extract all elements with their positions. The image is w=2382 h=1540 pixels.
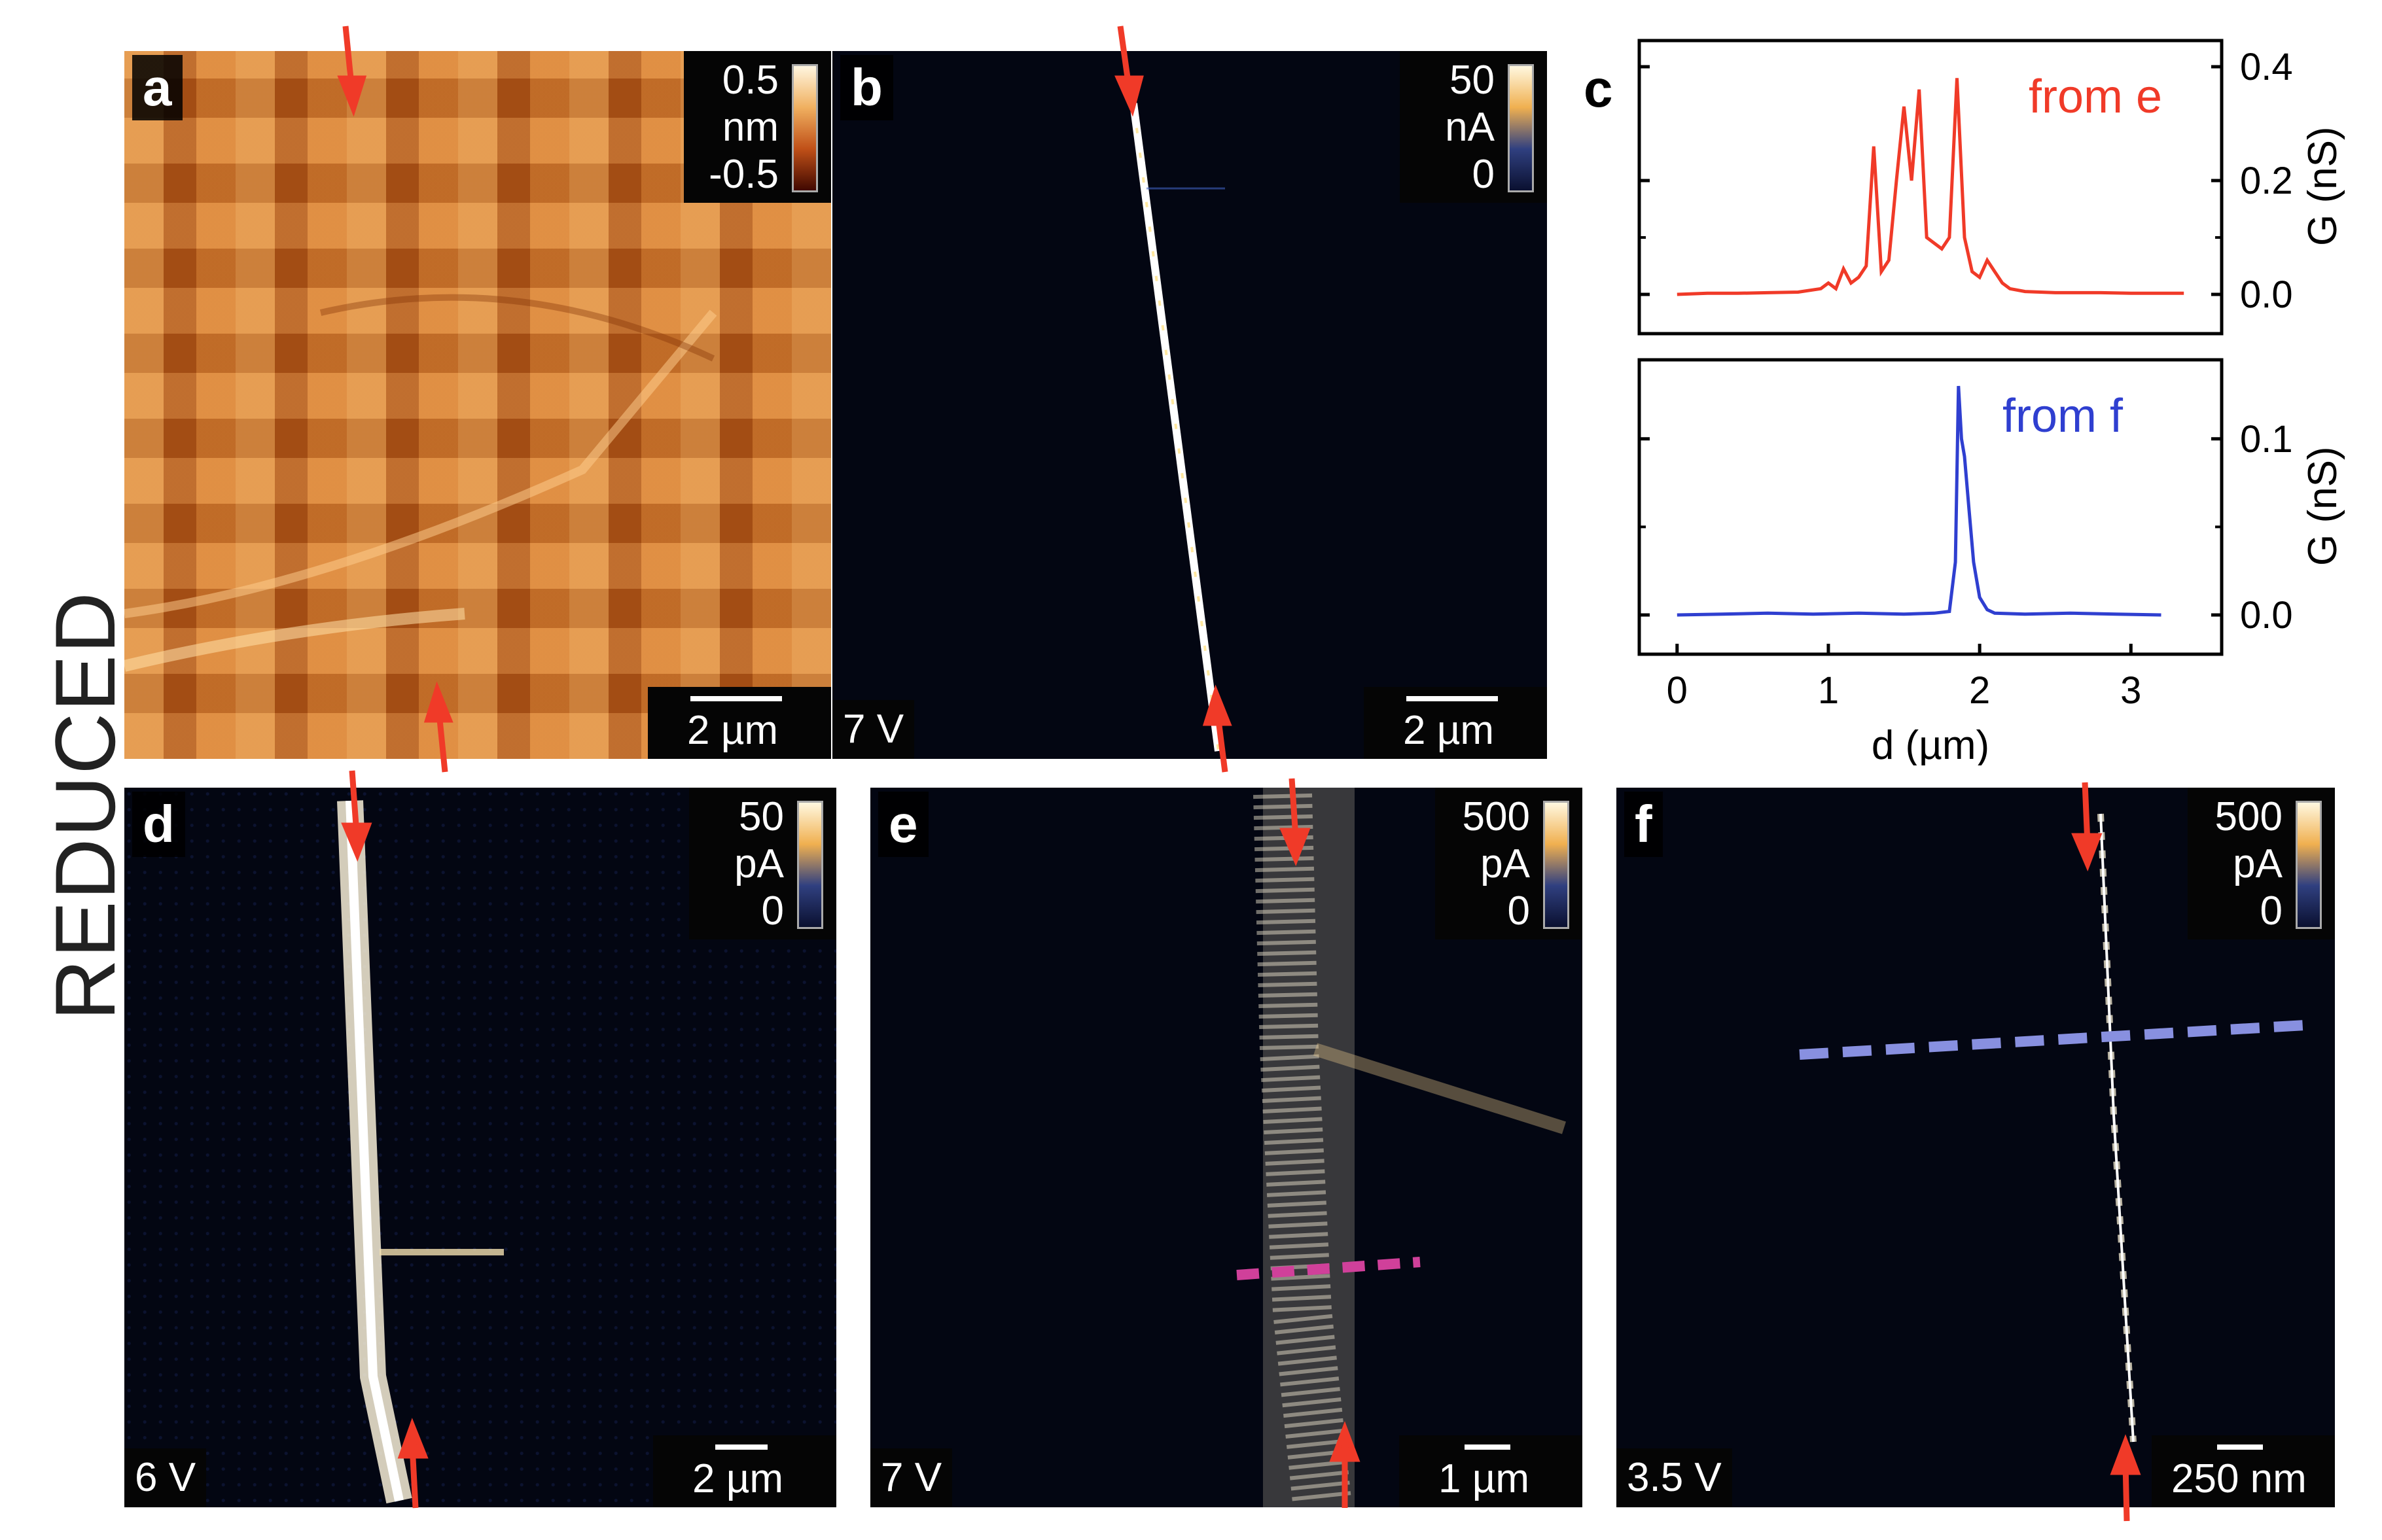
panel-e-label: e	[878, 792, 929, 857]
panel-d-current-map: d 50 pA 0 6 V 2 µm	[124, 788, 836, 1507]
panel-b-colorbar	[1508, 64, 1534, 192]
panel-f-colorbar	[2296, 801, 2322, 929]
panel-b-scalebar-box: 2 µm	[1364, 687, 1547, 759]
panel-e-scalebar-box: 1 µm	[1399, 1435, 1582, 1507]
y-axis-label: G (nS)	[2300, 446, 2345, 566]
panel-a-colorbar-max: 0.5	[722, 58, 779, 103]
panel-b-label: b	[840, 55, 893, 120]
panel-f-scalebar-label: 250 nm	[2171, 1456, 2307, 1501]
chart-frame	[1637, 39, 2224, 336]
panel-b-scalebar-label: 2 µm	[1403, 708, 1495, 753]
x-axis-label: d (µm)	[1872, 723, 1989, 765]
chart-bottom: 0.0 0.1G (nS) from f 0 1 2 3 d (µm)	[1637, 358, 2345, 765]
panel-f-label: f	[1624, 792, 1663, 857]
panel-e-scalebar-label: 1 µm	[1438, 1456, 1530, 1501]
series-annotation: from e	[2029, 71, 2162, 123]
panel-d-scalebar	[715, 1444, 768, 1450]
x-tick-label: 3	[2120, 669, 2141, 712]
panel-c-charts: 0.00.20.4G (nS)from e 0.00.1G (nS)from f…	[1637, 39, 2345, 765]
panel-e-colorbar-unit: pA	[1480, 841, 1530, 886]
panel-b-current-map: b 50 nA 0 7 V 2 µm	[832, 51, 1547, 759]
series-line	[1677, 78, 2184, 296]
y-tick-label: 0.0	[2240, 594, 2293, 637]
panel-e-colorbar	[1543, 801, 1569, 929]
panel-d-scalebar-box: 2 µm	[653, 1435, 836, 1507]
panel-a-colorbar	[792, 64, 818, 192]
panel-a-label: a	[132, 55, 183, 120]
side-label: REDUCED	[37, 591, 133, 1021]
panel-b-scalebar	[1406, 696, 1498, 701]
panel-d-colorbar-min: 0	[761, 888, 784, 934]
panel-a-scalebar-label: 2 µm	[687, 708, 779, 753]
chart-frame	[1637, 358, 2224, 656]
panel-c-label: c	[1584, 60, 1613, 118]
panel-d-colorbar-unit: pA	[734, 841, 784, 886]
panel-e-current-map: e 500 pA 0 7 V 1 µm	[870, 788, 1582, 1507]
panel-e-colorbar-max: 500	[1462, 794, 1530, 839]
panel-a-afm-map: a 0.5 nm -0.5 2 µm	[124, 51, 831, 759]
panel-a-scalebar	[690, 696, 782, 701]
panel-d-label: d	[132, 792, 185, 857]
panel-e-scalebar	[1465, 1444, 1510, 1450]
panel-d-scalebar-label: 2 µm	[692, 1456, 784, 1501]
panel-e-voltage: 7 V	[870, 1448, 953, 1507]
panel-a-colorbar-unit: nm	[722, 105, 779, 150]
panel-b-voltage: 7 V	[832, 700, 915, 759]
panel-b-colorbar-box: 50 nA 0	[1400, 51, 1547, 203]
panel-a-colorbar-box: 0.5 nm -0.5	[684, 51, 831, 203]
panel-e-colorbar-min: 0	[1507, 888, 1530, 934]
panel-f-colorbar-max: 500	[2214, 794, 2283, 839]
panel-d-colorbar	[797, 801, 823, 929]
panel-d-colorbar-max: 50	[739, 794, 784, 839]
panel-f-voltage: 3.5 V	[1616, 1448, 1732, 1507]
panel-f-scalebar-box: 250 nm	[2152, 1435, 2335, 1507]
panel-f-current-map: f 500 pA 0 3.5 V 250 nm	[1616, 788, 2335, 1507]
panel-f-colorbar-unit: pA	[2233, 841, 2283, 886]
chart-top: 0.0 0.2 0.4G (nS) from e	[1637, 39, 2345, 336]
x-tick-label: 2	[1969, 669, 1990, 712]
series-line	[1677, 385, 2161, 617]
panel-a-scalebar-box: 2 µm	[648, 687, 831, 759]
x-tick-label: 1	[1818, 669, 1839, 712]
panel-f-scalebar	[2217, 1444, 2263, 1450]
panel-b-colorbar-min: 0	[1472, 152, 1495, 197]
panel-d-colorbar-box: 50 pA 0	[689, 788, 836, 939]
x-tick-label: 0	[1667, 669, 1688, 712]
y-tick-label: 0.0	[2240, 273, 2293, 316]
panel-b-colorbar-max: 50	[1449, 58, 1495, 103]
panel-f-colorbar-box: 500 pA 0	[2188, 788, 2335, 939]
y-tick-label: 0.4	[2240, 46, 2293, 88]
y-tick-label: 0.2	[2240, 160, 2293, 202]
y-axis-label: G (nS)	[2300, 126, 2345, 246]
panel-b-colorbar-unit: nA	[1445, 105, 1495, 150]
panel-e-colorbar-box: 500 pA 0	[1435, 788, 1582, 939]
panel-d-voltage: 6 V	[124, 1448, 207, 1507]
series-annotation: from f	[2002, 390, 2124, 442]
y-tick-label: 0.1	[2240, 418, 2293, 461]
panel-a-colorbar-min: -0.5	[709, 152, 779, 197]
panel-f-colorbar-min: 0	[2260, 888, 2283, 934]
